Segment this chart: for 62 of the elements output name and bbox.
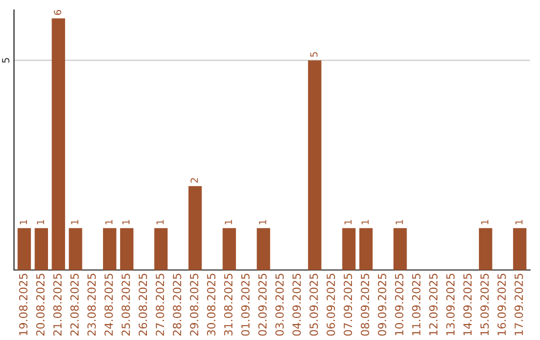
- x-tick-label: 26.08.2025: [138, 274, 148, 336]
- x-tick-label: 20.08.2025: [36, 274, 45, 336]
- x-tick-label: 11.09.2025: [412, 274, 420, 336]
- bar: [342, 228, 356, 270]
- data-label: 1: [515, 220, 522, 224]
- data-label: 1: [224, 220, 232, 224]
- data-label: 1: [481, 220, 488, 224]
- bar: [188, 186, 202, 270]
- x-tick-label: 06.09.2025: [326, 274, 336, 336]
- x-tick-label: 14.09.2025: [463, 274, 472, 336]
- bar: [18, 228, 31, 270]
- data-label: 6: [54, 10, 62, 15]
- x-tick-label: 24.08.2025: [104, 274, 113, 336]
- x-tick-label: 04.09.2025: [292, 274, 301, 336]
- bar: [120, 228, 134, 270]
- bar: [52, 18, 66, 270]
- bar: [359, 228, 373, 270]
- x-tick-label: 12.09.2025: [429, 274, 438, 336]
- x-tick-label: 05.09.2025: [310, 274, 318, 336]
- data-label: 1: [362, 220, 369, 224]
- x-tick-label: 13.09.2025: [446, 274, 455, 336]
- x-tick-label: 17.09.2025: [514, 274, 523, 336]
- data-label: 1: [105, 220, 112, 224]
- bar: [34, 228, 48, 270]
- x-tick-label: 15.09.2025: [480, 274, 489, 336]
- bar: [308, 60, 322, 270]
- x-tick-label: 30.08.2025: [207, 274, 216, 336]
- x-tick-label: 01.09.2025: [241, 274, 250, 336]
- data-label: 1: [396, 220, 403, 224]
- bar: [513, 228, 526, 270]
- x-tick-label: 10.09.2025: [394, 274, 404, 336]
- data-label: 1: [344, 220, 352, 224]
- data-label: 1: [36, 220, 44, 224]
- x-tick-label: 27.08.2025: [156, 274, 164, 336]
- bar: [256, 228, 270, 270]
- bar: [68, 228, 82, 270]
- data-label: 1: [156, 220, 164, 224]
- x-tick-label: 09.09.2025: [378, 274, 386, 336]
- x-tick-label: 23.08.2025: [87, 274, 96, 336]
- x-tick-label: 28.08.2025: [172, 274, 182, 336]
- x-tick-label: 22.08.2025: [70, 274, 79, 336]
- data-label: 1: [20, 220, 27, 224]
- data-label: 1: [71, 220, 78, 224]
- x-tick-label: 16.09.2025: [497, 274, 506, 336]
- bar: [222, 228, 236, 270]
- x-tick-label: 07.09.2025: [344, 274, 352, 336]
- bar: [393, 228, 407, 270]
- data-label: 1: [259, 220, 266, 224]
- x-tick-label: 21.08.2025: [53, 274, 62, 336]
- x-tick-label: 29.08.2025: [190, 274, 198, 336]
- x-tick-label: 02.09.2025: [258, 274, 267, 336]
- x-tick-label: 31.08.2025: [224, 274, 233, 336]
- bar: [154, 228, 168, 270]
- bar: [478, 228, 492, 270]
- data-label: 5: [310, 52, 318, 57]
- data-label: 2: [190, 178, 198, 183]
- data-label: 1: [122, 220, 130, 224]
- bar: [103, 228, 116, 270]
- x-tick-label: 25.08.2025: [122, 274, 130, 336]
- x-tick-label: 19.08.2025: [19, 274, 28, 336]
- x-tick-label: 03.09.2025: [275, 274, 284, 336]
- x-tick-label: 08.09.2025: [360, 274, 370, 336]
